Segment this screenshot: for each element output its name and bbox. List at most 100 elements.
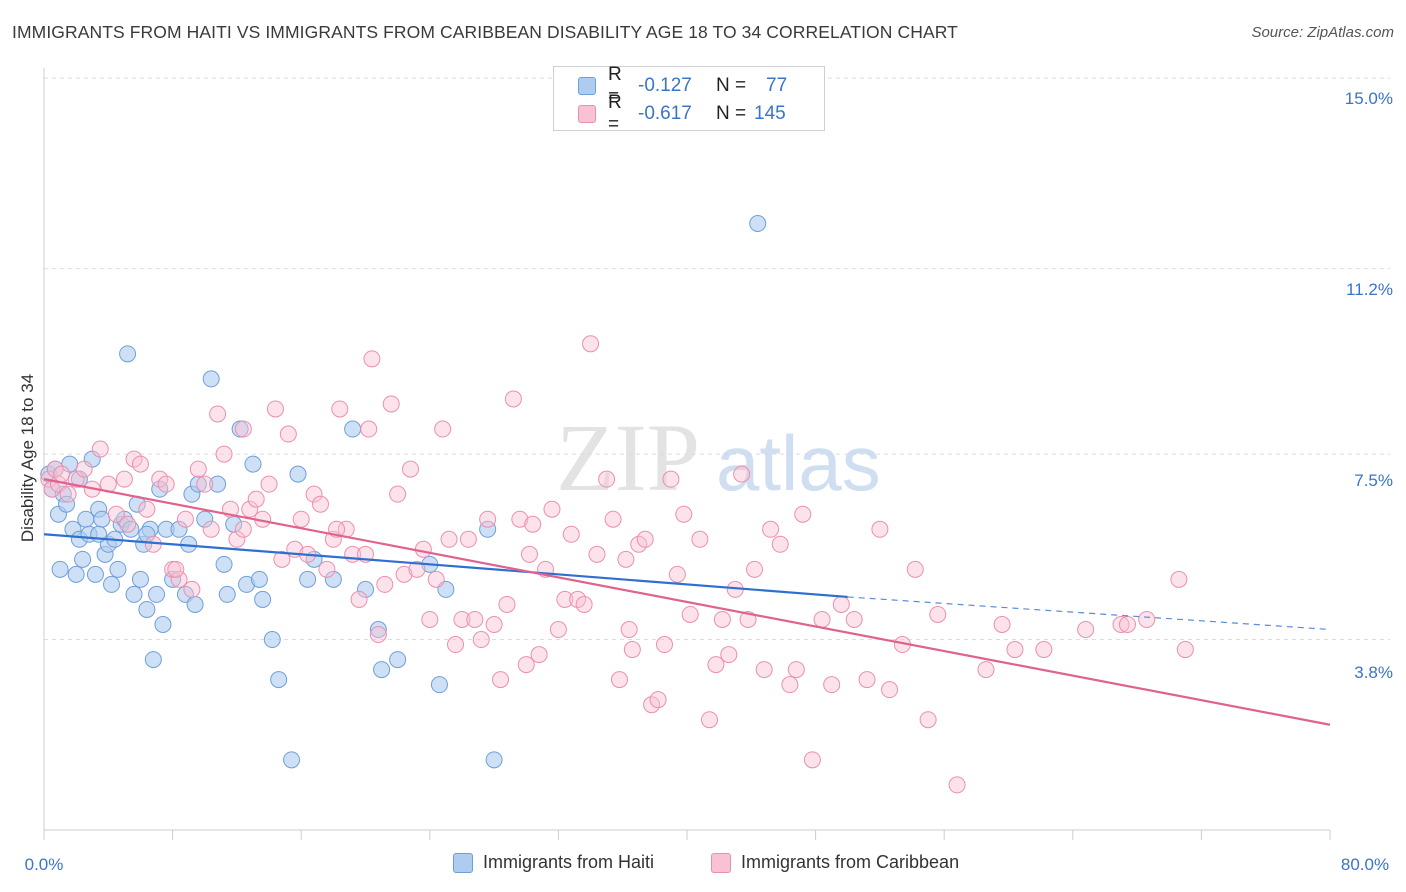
caribbean-point	[376, 575, 394, 593]
caribbean-point	[59, 485, 77, 503]
caribbean-point	[803, 751, 821, 769]
caribbean-point	[575, 595, 593, 613]
caribbean-point	[421, 610, 439, 628]
caribbean-point	[472, 631, 490, 649]
series-caribbean-points	[40, 335, 1194, 794]
haiti-point	[270, 671, 288, 689]
x-tick-label-min: 0.0%	[25, 855, 64, 874]
caribbean-point	[919, 711, 937, 729]
caribbean-point	[318, 560, 336, 578]
watermark: ZIP atlas	[556, 404, 881, 511]
caribbean-point	[617, 550, 635, 568]
haiti-point	[86, 565, 104, 583]
source-credit: Source: ZipAtlas.com	[1251, 24, 1394, 41]
haiti-swatch	[578, 77, 596, 95]
haiti-point	[186, 595, 204, 613]
caribbean-point	[871, 520, 889, 538]
haiti-legend-label: Immigrants from Haiti	[483, 852, 655, 872]
caribbean-point	[234, 520, 252, 538]
x-tick-label-max: 80.0%	[1341, 855, 1389, 874]
caribbean-point	[389, 485, 407, 503]
caribbean-point	[228, 530, 246, 548]
y-tick-label: 15.0%	[1345, 89, 1393, 108]
caribbean-point	[1138, 610, 1156, 628]
caribbean-point	[369, 626, 387, 644]
caribbean-point	[906, 560, 924, 578]
haiti-point	[77, 510, 95, 528]
r-value: -0.127	[638, 75, 692, 96]
caribbean-point	[279, 425, 297, 443]
caribbean-point	[170, 570, 188, 588]
caribbean-point	[588, 545, 606, 563]
caribbean-point	[832, 595, 850, 613]
trend-lines	[43, 478, 1331, 726]
legend-row-haiti: R = -0.127 N = 77	[578, 64, 816, 107]
n-label: N =	[716, 103, 747, 124]
caribbean-point	[845, 610, 863, 628]
caribbean-point	[762, 520, 780, 538]
caribbean-legend-swatch	[711, 852, 731, 873]
caribbean-point	[331, 400, 349, 418]
caribbean-point	[881, 681, 899, 699]
y-tick-label: 11.2%	[1346, 280, 1393, 299]
y-tick-label: 7.5%	[1354, 471, 1393, 490]
caribbean-point	[189, 460, 207, 478]
caribbean-point	[247, 490, 265, 508]
legend-item-caribbean: Immigrants from Caribbean	[711, 852, 959, 873]
caribbean-point	[610, 671, 628, 689]
caribbean-point	[794, 505, 812, 523]
axes	[43, 68, 1331, 840]
caribbean-point	[1035, 641, 1053, 659]
haiti-point	[254, 590, 272, 608]
watermark-zip: ZIP	[556, 404, 700, 511]
haiti-point	[263, 631, 281, 649]
caribbean-point	[447, 636, 465, 654]
caribbean-point	[167, 560, 185, 578]
caribbean-point	[746, 560, 764, 578]
caribbean-point	[215, 445, 233, 463]
caribbean-point	[691, 530, 709, 548]
caribbean-point	[91, 440, 109, 458]
haiti-point	[93, 510, 111, 528]
caribbean-point	[662, 470, 680, 488]
caribbean-point	[273, 550, 291, 568]
caribbean-point	[1112, 615, 1130, 633]
caribbean-point	[504, 390, 522, 408]
caribbean-point	[492, 671, 510, 689]
haiti-point	[51, 560, 69, 578]
caribbean-trend-line	[43, 478, 1331, 726]
gridlines	[44, 77, 1390, 641]
haiti-point	[74, 550, 92, 568]
haiti-point	[299, 570, 317, 588]
caribbean-swatch	[578, 105, 596, 123]
caribbean-point	[823, 676, 841, 694]
caribbean-point	[138, 500, 156, 518]
haiti-point	[289, 465, 307, 483]
haiti-point	[109, 560, 127, 578]
caribbean-point	[53, 465, 71, 483]
caribbean-point	[562, 525, 580, 543]
caribbean-point	[459, 530, 477, 548]
caribbean-point	[360, 420, 378, 438]
haiti-legend-swatch	[453, 852, 473, 873]
haiti-point	[138, 600, 156, 618]
caribbean-point	[402, 460, 420, 478]
caribbean-point	[649, 691, 667, 709]
haiti-point	[122, 520, 140, 538]
chart-title: IMMIGRANTS FROM HAITI VS IMMIGRANTS FROM…	[12, 22, 958, 42]
caribbean-point	[720, 646, 738, 664]
caribbean-point	[363, 350, 381, 368]
caribbean-point	[781, 676, 799, 694]
caribbean-point	[598, 470, 616, 488]
caribbean-point	[929, 605, 947, 623]
caribbean-point	[707, 656, 725, 674]
caribbean-point	[408, 560, 426, 578]
caribbean-point	[75, 460, 93, 478]
caribbean-point	[948, 776, 966, 794]
caribbean-point	[131, 455, 149, 473]
haiti-point	[430, 676, 448, 694]
caribbean-point	[530, 646, 548, 664]
caribbean-point	[266, 400, 284, 418]
caribbean-point	[520, 545, 538, 563]
